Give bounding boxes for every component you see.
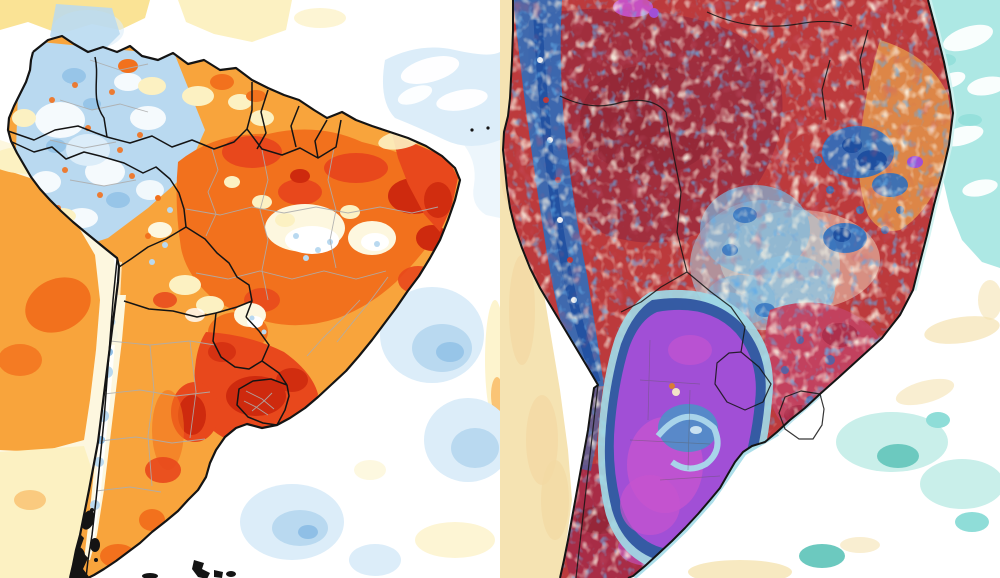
offshore-islets	[142, 560, 236, 578]
right-coastline-west	[502, 0, 599, 578]
right-coastline-east	[627, 0, 954, 578]
left-country-borders	[7, 56, 342, 578]
right-anomaly-map-svg	[500, 0, 1000, 578]
left-anomaly-map-svg	[0, 0, 500, 578]
left-coastline	[6, 34, 462, 578]
right-anomaly-map-panel	[500, 0, 1000, 578]
left-state-borders	[49, 59, 439, 493]
province-lines	[629, 339, 721, 481]
right-country-borders	[559, 11, 869, 578]
left-anomaly-map-panel	[0, 0, 500, 578]
